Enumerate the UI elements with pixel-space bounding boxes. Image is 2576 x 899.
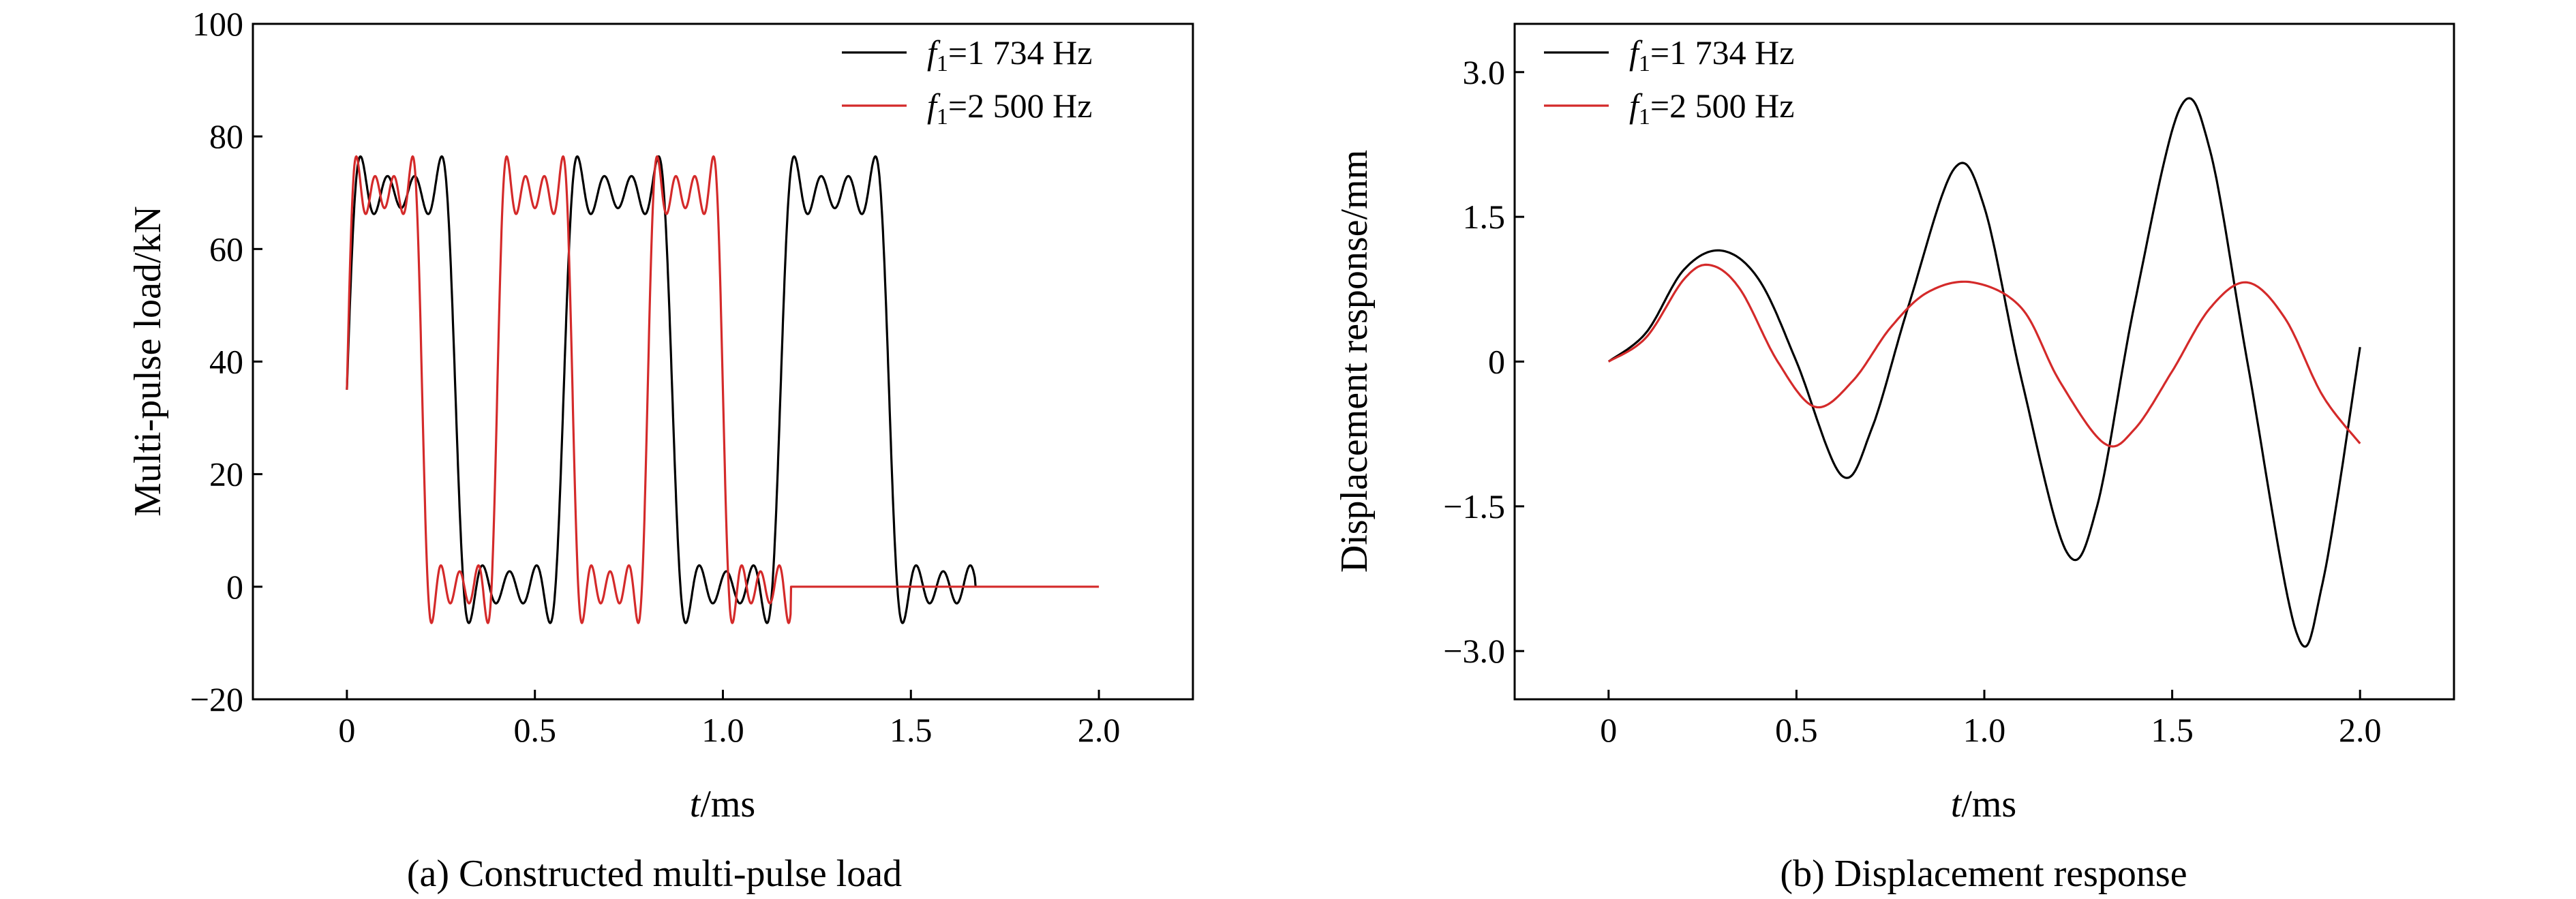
a-series-line-1 [346, 155, 977, 624]
x-ticks-a: 0 0.5 1.0 1.5 2.0 [338, 690, 1120, 749]
legend-a: f1=1 734 Hz f1=2 500 Hz [842, 33, 1092, 129]
a-ytick-label: 20 [209, 455, 243, 493]
b-legend-label-2: f1=2 500 Hz [1629, 87, 1794, 129]
b-ytick-label: −1.5 [1443, 487, 1505, 525]
x-axis-label-a: t/ms [690, 783, 755, 825]
a-ytick-label: 40 [209, 343, 243, 381]
y-axis-label-b: Displacement response/mm [1333, 150, 1376, 573]
a-xtick-label: 1.5 [890, 711, 933, 749]
a-ytick-label: −20 [190, 680, 243, 718]
panel-b: −3.0 −1.5 0 1.5 3.0 0 0.5 1.0 1.5 2.0 f1=1 734 H… [1333, 22, 2455, 895]
a-xtick-label: 0.5 [513, 711, 556, 749]
a-legend-label-1: f1=1 734 Hz [927, 33, 1092, 76]
legend-b: f1=1 734 Hz f1=2 500 Hz [1544, 33, 1794, 129]
x-axis-label-b: t/ms [1951, 783, 2016, 825]
y-axis-label-a: Multi-pulse load/kN [127, 206, 169, 517]
b-xtick-label: 2.0 [2339, 711, 2382, 749]
y-ticks-a: −20 0 20 40 60 80 100 [190, 5, 262, 718]
b-ytick-label: 0 [1488, 343, 1505, 381]
caption-a: (a) Constructed multi-pulse load [407, 853, 902, 895]
b-xtick-label: 0 [1600, 711, 1617, 749]
b-legend-label-1: f1=1 734 Hz [1629, 33, 1794, 76]
a-legend-label-2: f1=2 500 Hz [927, 87, 1092, 129]
a-ytick-label: 60 [209, 230, 243, 268]
b-xtick-label: 1.5 [2151, 711, 2194, 749]
caption-b: (b) Displacement response [1780, 853, 2187, 895]
a-ytick-label: 0 [226, 568, 243, 606]
a-xtick-label: 0 [338, 711, 355, 749]
b-xtick-label: 1.0 [1963, 711, 2006, 749]
a-xtick-label: 2.0 [1078, 711, 1121, 749]
b-ytick-label: 3.0 [1463, 53, 1506, 91]
y-ticks-b: −3.0 −1.5 0 1.5 3.0 [1443, 53, 1524, 670]
panel-a: −20 0 20 40 60 80 100 0 0.5 1.0 1.5 2.0 f1=1 734 H… [127, 5, 1194, 895]
a-series-line-2 [346, 155, 1100, 624]
b-ytick-label: 1.5 [1463, 198, 1506, 236]
b-series-line-1 [1607, 97, 2361, 648]
b-series-line-2 [1607, 263, 2361, 448]
plot-frame-b [1513, 22, 2455, 701]
a-ytick-label: 100 [192, 5, 243, 43]
series-group-a [346, 155, 1100, 624]
b-ytick-label: −3.0 [1443, 632, 1505, 670]
a-xtick-label: 1.0 [701, 711, 744, 749]
a-ytick-label: 80 [209, 117, 243, 155]
b-xtick-label: 0.5 [1775, 711, 1818, 749]
x-ticks-b: 0 0.5 1.0 1.5 2.0 [1600, 690, 2381, 749]
series-group-b [1607, 97, 2361, 648]
